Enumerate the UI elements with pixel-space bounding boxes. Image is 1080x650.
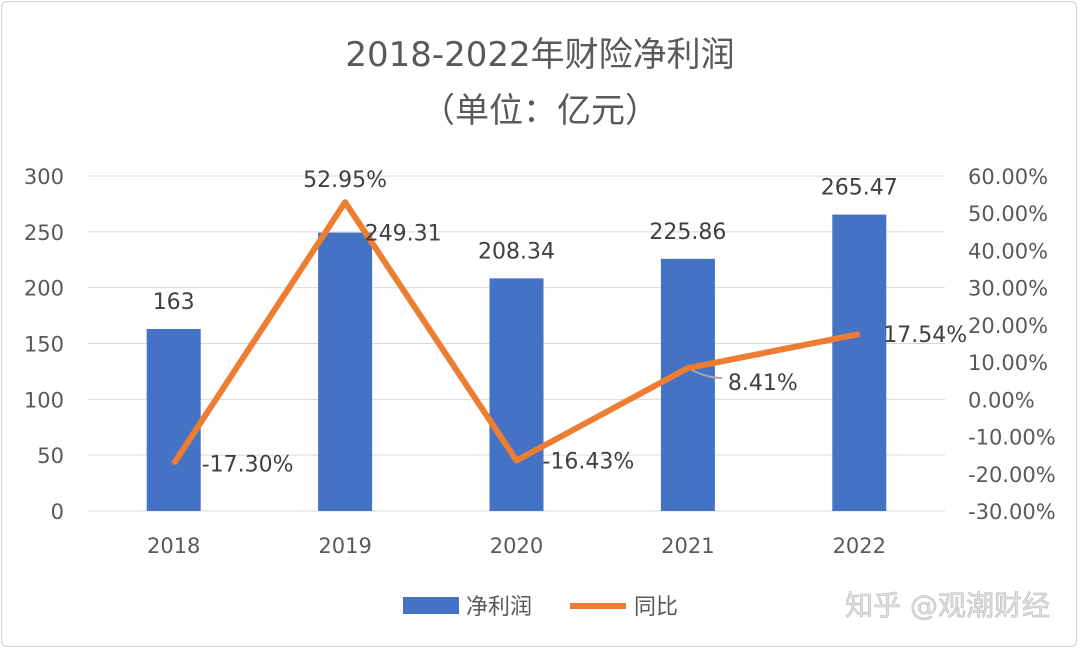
chart-title: 2018-2022年财险净利润: [345, 35, 734, 75]
y-left-tick-label: 100: [24, 388, 64, 412]
y-left-tick-label: 150: [24, 333, 64, 357]
line-data-label: 17.54%: [883, 323, 967, 348]
line-point: [515, 459, 518, 462]
x-tick-label: 2022: [833, 534, 886, 558]
y-left-tick-label: 50: [37, 444, 64, 468]
legend-label-line: 同比: [634, 595, 678, 620]
y-right-tick-label: 10.00%: [968, 351, 1048, 375]
leader-line: [691, 369, 722, 380]
line-point: [172, 462, 175, 465]
bar: [318, 232, 373, 512]
legend-swatch-bar: [403, 597, 459, 614]
bar: [660, 258, 715, 511]
bar-data-label: 163: [153, 290, 195, 315]
line-data-label: -17.30%: [202, 453, 294, 478]
y-right-tick-label: -30.00%: [968, 500, 1056, 524]
bar-data-label: 225.86: [649, 220, 726, 245]
y-right-tick-label: 40.00%: [968, 239, 1048, 263]
y-right-tick-label: -10.00%: [968, 426, 1056, 450]
line-point: [344, 201, 347, 204]
y-right-tick-label: -20.00%: [968, 463, 1056, 487]
line-data-label: 52.95%: [303, 168, 387, 193]
line-point: [858, 333, 861, 336]
x-tick-label: 2018: [147, 534, 200, 558]
y-left-tick-label: 200: [24, 277, 64, 301]
y-right-tick-label: 20.00%: [968, 314, 1048, 338]
line-data-label: -16.43%: [543, 449, 635, 474]
bar: [146, 328, 201, 511]
chart-subtitle: （单位：亿元）: [421, 91, 659, 131]
bar: [489, 278, 544, 511]
y-left-tick-label: 300: [24, 165, 64, 189]
bar-data-label: 249.31: [365, 222, 442, 247]
legend-label-bar: 净利润: [466, 595, 532, 620]
y-right-tick-label: 0.00%: [968, 388, 1035, 412]
line-data-label: 8.41%: [728, 371, 798, 396]
y-left-tick-label: 0: [51, 500, 64, 524]
y-right-tick-label: 50.00%: [968, 202, 1048, 226]
bar: [832, 214, 887, 511]
y-left-tick-label: 250: [24, 221, 64, 245]
x-tick-label: 2021: [661, 534, 714, 558]
y-right-tick-label: 30.00%: [968, 277, 1048, 301]
line-point: [686, 367, 689, 370]
x-tick-label: 2020: [490, 534, 543, 558]
y-right-tick-label: 60.00%: [968, 165, 1048, 189]
bar-data-label: 208.34: [478, 239, 555, 264]
watermark: 知乎 @观潮财经: [845, 589, 1050, 622]
x-tick-label: 2019: [318, 534, 371, 558]
bar-data-label: 265.47: [821, 176, 898, 201]
